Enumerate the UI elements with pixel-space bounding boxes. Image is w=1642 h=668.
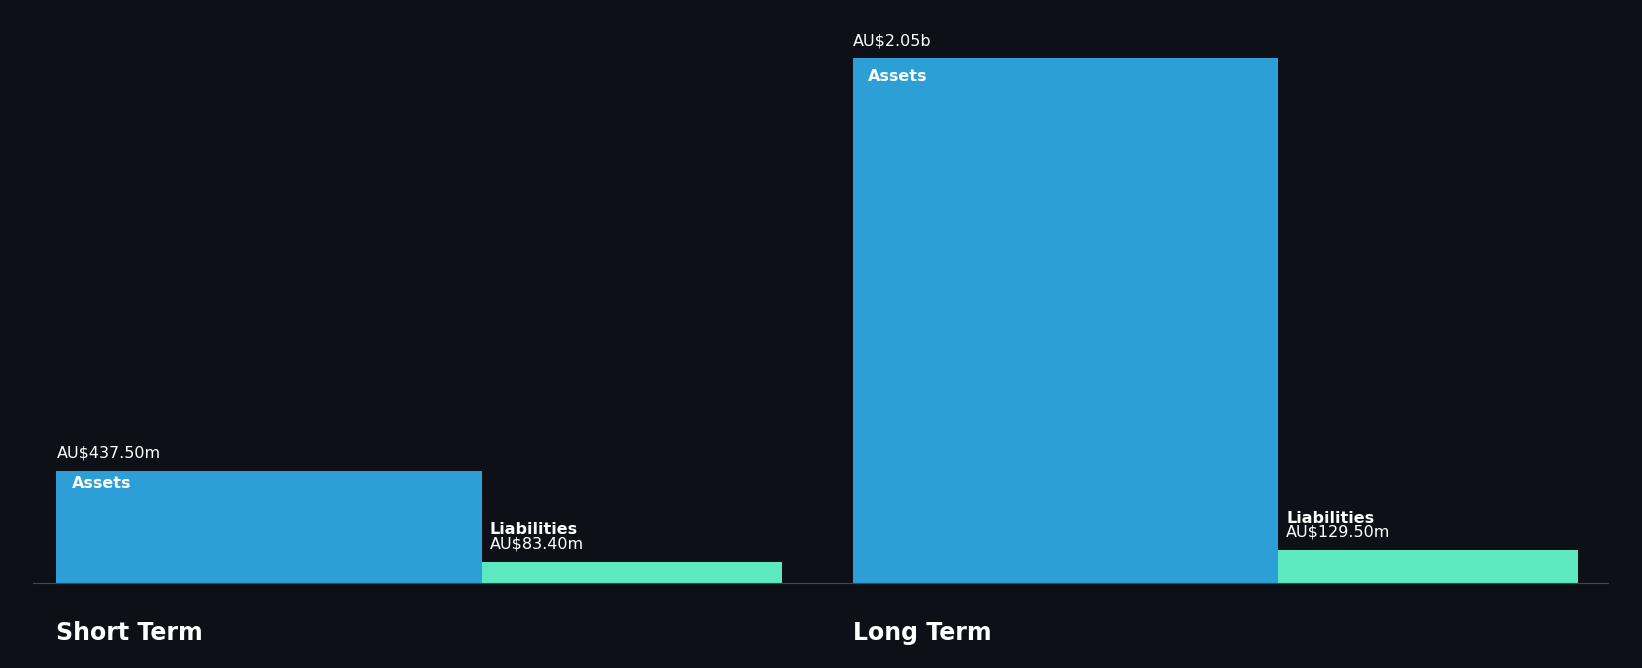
Text: Short Term: Short Term: [56, 621, 204, 645]
Text: Liabilities: Liabilities: [489, 522, 578, 537]
FancyBboxPatch shape: [1277, 550, 1578, 583]
FancyBboxPatch shape: [852, 58, 1277, 583]
Text: Liabilities: Liabilities: [1286, 510, 1374, 526]
Text: AU$83.40m: AU$83.40m: [489, 536, 585, 551]
Text: Assets: Assets: [869, 69, 928, 84]
FancyBboxPatch shape: [56, 471, 483, 583]
Text: Assets: Assets: [72, 476, 131, 491]
Text: AU$129.50m: AU$129.50m: [1286, 524, 1391, 540]
Text: AU$2.05b: AU$2.05b: [852, 33, 931, 48]
Text: Long Term: Long Term: [852, 621, 992, 645]
Text: AU$437.50m: AU$437.50m: [56, 446, 161, 461]
FancyBboxPatch shape: [483, 562, 782, 583]
